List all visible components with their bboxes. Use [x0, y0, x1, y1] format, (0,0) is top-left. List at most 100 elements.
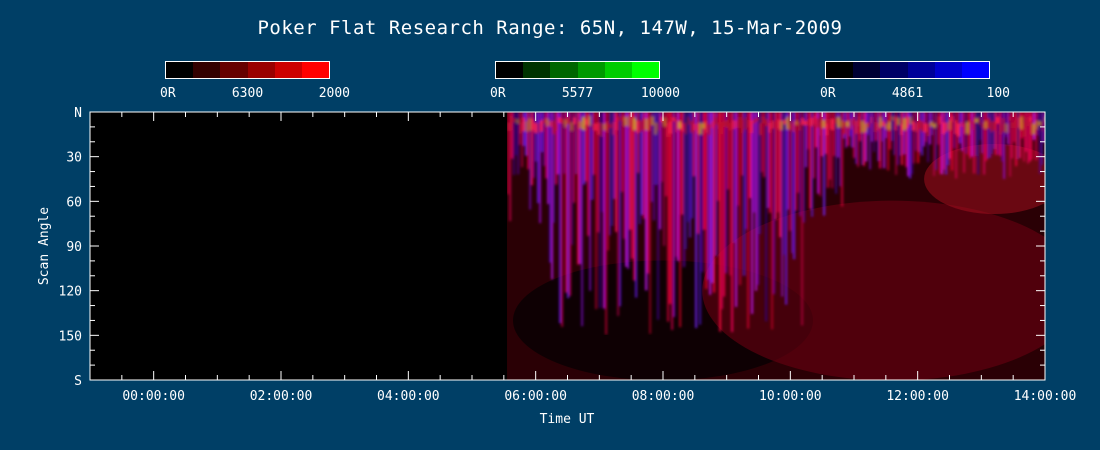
emission-top-band	[825, 123, 829, 136]
x-tick-label: 10:00:00	[759, 389, 822, 404]
emission-streak	[981, 112, 984, 154]
emission-top-band	[846, 121, 850, 127]
emission-top-band	[939, 116, 943, 124]
emission-streak	[995, 112, 998, 156]
emission-top-band	[714, 117, 718, 125]
emission-streak	[1015, 112, 1018, 167]
emission-streak	[889, 112, 892, 150]
emission-streak	[777, 112, 780, 213]
emission-top-band	[624, 116, 628, 126]
emission-top-band	[741, 119, 745, 133]
emission-streak	[509, 112, 512, 222]
emission-streak	[629, 112, 632, 230]
emission-top-band	[873, 122, 877, 132]
emission-top-band	[870, 116, 874, 123]
y-tick-label: 150	[59, 329, 82, 344]
colorbar-5577-name: 5577	[561, 86, 594, 101]
emission-streak	[985, 112, 988, 162]
emission-streak	[611, 112, 614, 226]
emission-glow	[702, 200, 1045, 380]
emission-top-band	[972, 121, 976, 130]
emission-streak	[725, 112, 728, 274]
emission-top-band	[558, 117, 562, 123]
emission-streak	[525, 112, 528, 156]
emission-streak	[869, 112, 872, 170]
emission-streak	[831, 112, 834, 189]
emission-streak	[927, 112, 930, 163]
emission-top-band	[645, 118, 649, 131]
emission-streak	[765, 112, 768, 322]
emission-top-band	[915, 122, 919, 132]
x-axis: 00:00:00 02:00:00 04:00:00 06:00:00 08:00:00…	[89, 112, 1076, 404]
colorbar-swatch	[934, 62, 962, 78]
emission-top-band	[600, 122, 604, 137]
emission-top-band	[618, 116, 622, 121]
emission-top-band	[945, 122, 949, 132]
emission-streak	[1017, 112, 1020, 160]
colorbar-swatch	[247, 62, 275, 78]
emission-top-band	[759, 122, 763, 136]
emission-streak	[709, 112, 712, 295]
emission-top-band	[621, 116, 625, 122]
emission-top-band	[567, 116, 571, 125]
emission-streak	[647, 112, 650, 274]
emission-top-band	[879, 117, 883, 128]
colorbar-swatch	[853, 62, 881, 78]
emission-streak	[689, 112, 692, 238]
emission-top-band	[561, 118, 565, 125]
emission-top-band	[810, 117, 814, 127]
emission-streak	[791, 112, 794, 254]
colorbar-swatch	[220, 62, 248, 78]
emission-streak	[631, 112, 634, 259]
emission-top-band	[729, 122, 733, 131]
emission-top-band	[726, 120, 730, 129]
emission-streak	[811, 112, 814, 217]
emission-streak	[893, 112, 896, 155]
emission-streak	[741, 112, 744, 176]
emission-top-band	[651, 116, 655, 126]
emission-top-band	[966, 122, 970, 134]
emission-top-band	[654, 122, 658, 135]
emission-streak	[743, 112, 746, 276]
emission-streak	[837, 112, 840, 158]
emission-top-band	[789, 123, 793, 130]
emission-streak	[641, 112, 644, 216]
emission-top-band	[816, 118, 820, 128]
emission-top-band	[777, 119, 781, 129]
emission-top-band	[528, 118, 532, 131]
y-tick-label: 120	[59, 285, 82, 300]
emission-top-band	[1035, 120, 1039, 130]
colorbar-5577-swatches	[495, 61, 660, 79]
emission-top-band	[849, 118, 853, 130]
emission-top-band	[780, 120, 784, 130]
emission-top-band	[771, 120, 775, 129]
emission-streak	[763, 112, 766, 177]
emission-streak	[913, 112, 916, 164]
emission-streak	[635, 112, 638, 298]
emission-streak	[669, 112, 672, 305]
emission-streak	[693, 112, 696, 177]
emission-top-band	[993, 121, 997, 131]
emission-streak	[619, 112, 622, 307]
emission-streak	[663, 112, 666, 246]
y-tick-label: N	[74, 106, 82, 121]
emission-streak	[947, 112, 950, 166]
emission-streak	[877, 112, 880, 162]
emission-streak	[865, 112, 868, 162]
emission-streak	[933, 112, 936, 176]
colorbar-5577: 0R 5577 10000	[490, 61, 680, 102]
emission-top-band	[843, 121, 847, 135]
emission-top-band	[987, 117, 991, 129]
emission-top-band	[819, 121, 823, 136]
emission-streak	[515, 112, 518, 156]
emission-streak	[879, 112, 882, 169]
emission-top-band	[522, 117, 526, 132]
emission-top-band	[984, 121, 988, 129]
emission-streak	[787, 112, 790, 210]
emission-streak	[571, 112, 574, 245]
emission-top-band	[855, 120, 859, 134]
emission-streak	[823, 112, 826, 216]
emission-streak	[767, 112, 770, 208]
emission-top-band	[678, 121, 682, 129]
